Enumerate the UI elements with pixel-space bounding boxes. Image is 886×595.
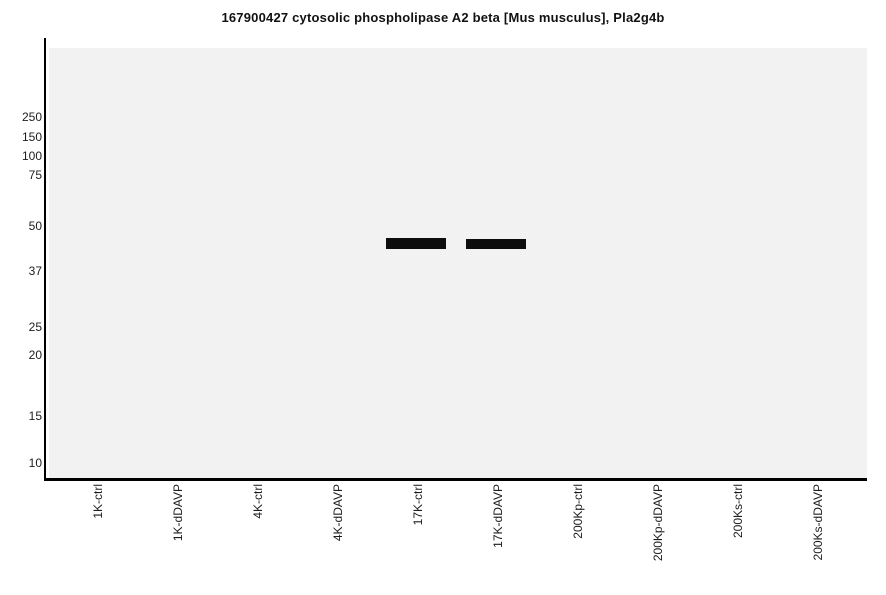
x-tick-label: 17K-ctrl [411,484,425,526]
x-tick-label: 1K-dDAVP [171,484,185,542]
chart-title: 167900427 cytosolic phospholipase A2 bet… [221,10,665,25]
y-tick-label: 250 [21,110,42,124]
y-tick-label: 37 [28,264,42,278]
y-tick-label: 15 [28,409,42,423]
y-tick-label: 75 [28,168,42,182]
y-tick-labels: 250 150 100 75 50 37 25 20 15 10 [0,0,42,595]
y-tick-label: 20 [28,348,42,362]
x-tick-label: 200Ks-dDAVP [811,484,825,561]
x-tick-label: 1K-ctrl [91,484,105,519]
y-tick-label: 50 [28,219,42,233]
x-tick-label: 4K-dDAVP [331,484,345,542]
y-axis-line [44,38,46,481]
plot-area [49,48,867,478]
x-tick-label: 200Kp-ctrl [571,484,585,539]
y-tick-label: 100 [21,149,42,163]
y-tick-label: 150 [21,130,42,144]
x-tick-label: 200Kp-dDAVP [651,484,665,562]
x-tick-label: 17K-dDAVP [491,484,505,548]
y-tick-label: 10 [28,456,42,470]
x-axis-line [44,478,867,481]
x-tick-label: 200Ks-ctrl [731,484,745,539]
y-tick-label: 25 [28,320,42,334]
x-tick-label: 4K-ctrl [251,484,265,519]
x-tick-labels: 1K-ctrl 1K-dDAVP 4K-ctrl 4K-dDAVP 17K-ctrl 17… [0,484,886,594]
